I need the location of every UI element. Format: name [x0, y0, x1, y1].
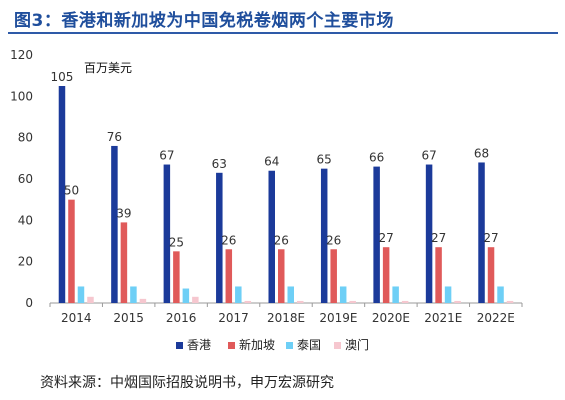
bar-新加坡-2021E: [435, 247, 442, 303]
x-tick-label: 2017: [218, 311, 249, 325]
x-tick-label: 2014: [61, 311, 92, 325]
y-tick-label: 40: [18, 213, 33, 227]
bar-泰国-2021E: [444, 286, 452, 303]
data-label: 67: [159, 149, 174, 163]
x-tick-label: 2019E: [319, 311, 357, 325]
legend-swatch-澳门: [334, 342, 341, 349]
bar-香港-2019E: [320, 168, 328, 303]
y-tick-label: 120: [10, 48, 33, 62]
bar-泰国-2022E: [497, 286, 504, 303]
x-tick-label: 2022E: [477, 311, 515, 325]
bar-香港-2021E: [425, 164, 433, 303]
data-label: 63: [212, 157, 227, 171]
bar-澳门-2017: [244, 300, 252, 303]
bar-澳门-2016: [192, 296, 199, 303]
bar-新加坡-2017: [225, 249, 233, 303]
data-label: 65: [317, 153, 332, 167]
bar-香港-2015: [111, 145, 118, 303]
source-note: 资料来源：中烟国际招股说明书，申万宏源研究: [40, 375, 334, 391]
data-label: 67: [421, 149, 436, 163]
data-label: 27: [483, 231, 498, 245]
legend-label: 新加坡: [239, 337, 275, 352]
legend-label: 澳门: [345, 337, 369, 352]
bar-泰国-2015: [130, 286, 137, 303]
bar-澳门-2020E: [401, 300, 409, 303]
x-tick-label: 2018E: [267, 311, 305, 325]
bar-泰国-2018E: [287, 286, 294, 303]
data-label: 27: [378, 231, 393, 245]
data-label: 26: [221, 233, 236, 247]
bar-泰国-2019E: [339, 286, 347, 303]
figure-title: 图3：香港和新加坡为中国免税卷烟两个主要市场: [14, 11, 394, 31]
data-label: 26: [274, 233, 289, 247]
bar-香港-2016: [163, 164, 171, 303]
bar-澳门-2015: [139, 298, 147, 303]
data-label: 25: [169, 235, 184, 249]
data-label: 105: [51, 70, 74, 84]
bar-泰国-2016: [182, 288, 190, 303]
bar-香港-2018E: [268, 170, 275, 303]
y-tick-label: 100: [10, 89, 33, 103]
y-tick-label: 60: [18, 172, 33, 186]
legend-swatch-泰国: [286, 342, 293, 349]
bar-新加坡-2016: [173, 251, 180, 303]
legend-swatch-新加坡: [228, 342, 235, 349]
data-label: 26: [326, 233, 341, 247]
y-tick-label: 80: [18, 131, 33, 145]
x-tick-label: 2020E: [372, 311, 410, 325]
legend-label: 泰国: [297, 338, 321, 352]
legend-swatch-香港: [176, 342, 183, 349]
unit-label: 百万美元: [84, 61, 132, 75]
data-label: 76: [107, 130, 122, 144]
y-tick-label: 20: [18, 255, 33, 269]
bar-澳门-2021E: [454, 300, 461, 303]
bar-香港-2020E: [373, 166, 380, 303]
bar-新加坡-2018E: [278, 249, 285, 303]
bar-新加坡-2015: [120, 222, 128, 303]
bar-澳门-2019E: [349, 300, 356, 303]
bar-泰国-2017: [235, 286, 242, 303]
bar-新加坡-2019E: [330, 249, 337, 303]
data-label: 68: [474, 146, 489, 160]
bar-泰国-2020E: [392, 286, 399, 303]
bar-澳门-2022E: [506, 300, 514, 303]
data-label: 66: [369, 151, 384, 165]
bar-新加坡-2022E: [487, 247, 495, 303]
bar-香港-2014: [58, 86, 66, 303]
bar-新加坡-2014: [68, 199, 75, 303]
bar-泰国-2014: [77, 286, 85, 303]
bar-澳门-2014: [87, 296, 94, 303]
bar-香港-2022E: [478, 162, 485, 303]
bar-澳门-2018E: [297, 300, 304, 303]
x-tick-label: 2016: [166, 311, 197, 325]
data-label: 64: [264, 155, 279, 169]
data-label: 27: [431, 231, 446, 245]
title-divider: [8, 32, 558, 34]
legend-label: 香港: [187, 338, 211, 352]
data-label: 39: [116, 206, 131, 220]
bar-香港-2017: [216, 172, 223, 303]
data-label: 50: [64, 184, 79, 198]
x-tick-label: 2015: [113, 311, 144, 325]
y-tick-label: 0: [25, 296, 33, 310]
x-tick-label: 2021E: [424, 311, 462, 325]
bar-新加坡-2020E: [382, 247, 390, 303]
